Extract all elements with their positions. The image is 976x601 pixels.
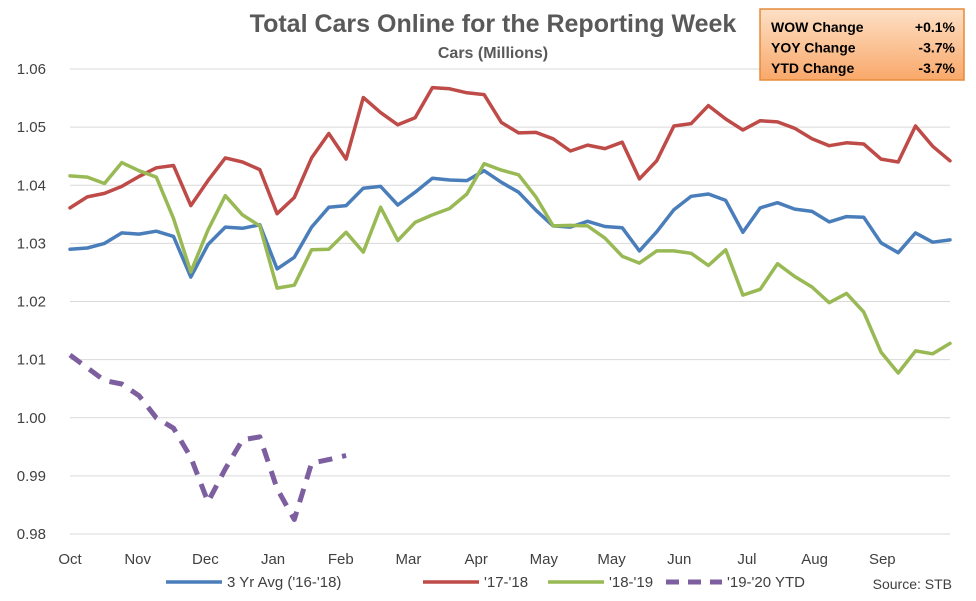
change-value: -3.7% <box>918 40 955 56</box>
legend-label: '19-'20 YTD <box>727 574 805 591</box>
chart-subtitle: Cars (Millions) <box>438 45 548 62</box>
y-tick-label: 1.03 <box>17 235 46 252</box>
x-tick-label: Sep <box>869 551 896 568</box>
x-tick-label: May <box>597 551 626 568</box>
x-tick-label: Dec <box>192 551 219 568</box>
series-line-0 <box>68 168 952 279</box>
legend-label: '17-'18 <box>484 574 528 591</box>
x-tick-label: May <box>530 551 559 568</box>
x-axis-month-labels: Oct Nov Dec Jan Feb Mar Apr May May Jun Jul Aug Sep <box>58 551 895 568</box>
changes-rows: WOW Change +0.1% YOY Change -3.7% YTD Change… <box>771 19 956 76</box>
series-line-1 <box>68 85 952 216</box>
series-lines <box>68 85 952 522</box>
y-tick-label: 1.02 <box>17 294 46 311</box>
y-axis-ticks: 0.98 0.99 1.00 1.01 1.02 1.03 1.04 1.05 1.06 <box>17 61 46 543</box>
y-tick-label: 0.98 <box>17 526 46 543</box>
changes-box: WOW Change +0.1% YOY Change -3.7% YTD Change… <box>759 8 965 81</box>
y-tick-label: 1.01 <box>17 352 46 369</box>
y-tick-label: 1.00 <box>17 410 46 427</box>
change-label: YTD Change <box>771 60 854 76</box>
y-tick-label: 1.04 <box>17 177 46 194</box>
source-note: Source: STB <box>873 576 952 592</box>
x-tick-label: Apr <box>464 551 487 568</box>
series-line-2 <box>68 160 952 375</box>
x-tick-label: Jan <box>261 551 285 568</box>
change-value: -3.7% <box>918 60 955 76</box>
x-tick-label: Jun <box>667 551 691 568</box>
gridlines <box>70 68 950 535</box>
legend-label: '18-'19 <box>609 574 653 591</box>
chart-title: Total Cars Online for the Reporting Week <box>250 10 737 38</box>
change-label: WOW Change <box>771 19 864 35</box>
x-tick-label: Nov <box>124 551 151 568</box>
x-tick-label: Feb <box>328 551 354 568</box>
y-tick-label: 1.06 <box>17 61 46 78</box>
y-tick-label: 1.05 <box>17 119 46 136</box>
series-line-3 <box>68 352 347 522</box>
x-tick-label: Mar <box>396 551 422 568</box>
x-tick-label: Aug <box>801 551 828 568</box>
legend: 3 Yr Avg ('16-'18) '17-'18 '18-'19 '19-'20 … <box>166 574 805 591</box>
x-tick-label: Jul <box>737 551 756 568</box>
change-label: YOY Change <box>771 40 856 56</box>
x-tick-label: Oct <box>58 551 82 568</box>
y-tick-label: 0.99 <box>17 468 46 485</box>
legend-label: 3 Yr Avg ('16-'18) <box>227 574 341 591</box>
change-value: +0.1% <box>915 19 956 35</box>
